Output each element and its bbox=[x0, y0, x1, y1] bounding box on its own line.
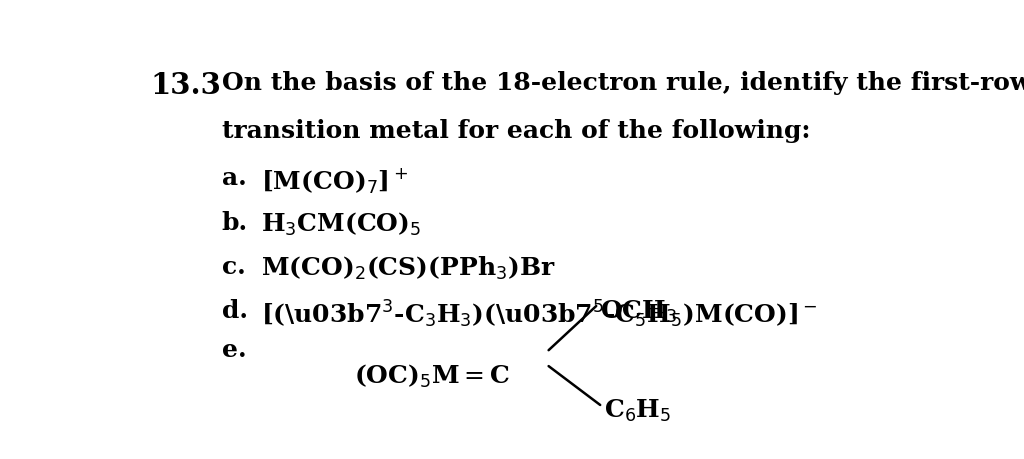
Text: M(CO)$_2$(CS)(PPh$_3$)Br: M(CO)$_2$(CS)(PPh$_3$)Br bbox=[261, 255, 556, 282]
Text: OCH$_3$: OCH$_3$ bbox=[600, 299, 678, 325]
Text: C$_6$H$_5$: C$_6$H$_5$ bbox=[604, 398, 672, 424]
Text: d.: d. bbox=[221, 299, 248, 323]
Text: (OC)$_5$M$=$C: (OC)$_5$M$=$C bbox=[354, 363, 511, 390]
Text: a.: a. bbox=[221, 167, 247, 190]
Text: [(\u03b7$^3$-C$_3$H$_3$)(\u03b7$^5$-C$_5$H$_5$)M(CO)]$^-$: [(\u03b7$^3$-C$_3$H$_3$)(\u03b7$^5$-C$_5… bbox=[261, 299, 818, 330]
Text: b.: b. bbox=[221, 211, 248, 235]
Text: On the basis of the 18-electron rule, identify the first-row: On the basis of the 18-electron rule, id… bbox=[221, 71, 1024, 95]
Text: [M(CO)$_7$]$^+$: [M(CO)$_7$]$^+$ bbox=[261, 167, 409, 196]
Text: 13.3: 13.3 bbox=[151, 71, 221, 100]
Text: transition metal for each of the following:: transition metal for each of the followi… bbox=[221, 119, 810, 143]
Text: H$_3$CM(CO)$_5$: H$_3$CM(CO)$_5$ bbox=[261, 211, 422, 238]
Text: e.: e. bbox=[221, 338, 246, 362]
Text: c.: c. bbox=[221, 255, 246, 279]
